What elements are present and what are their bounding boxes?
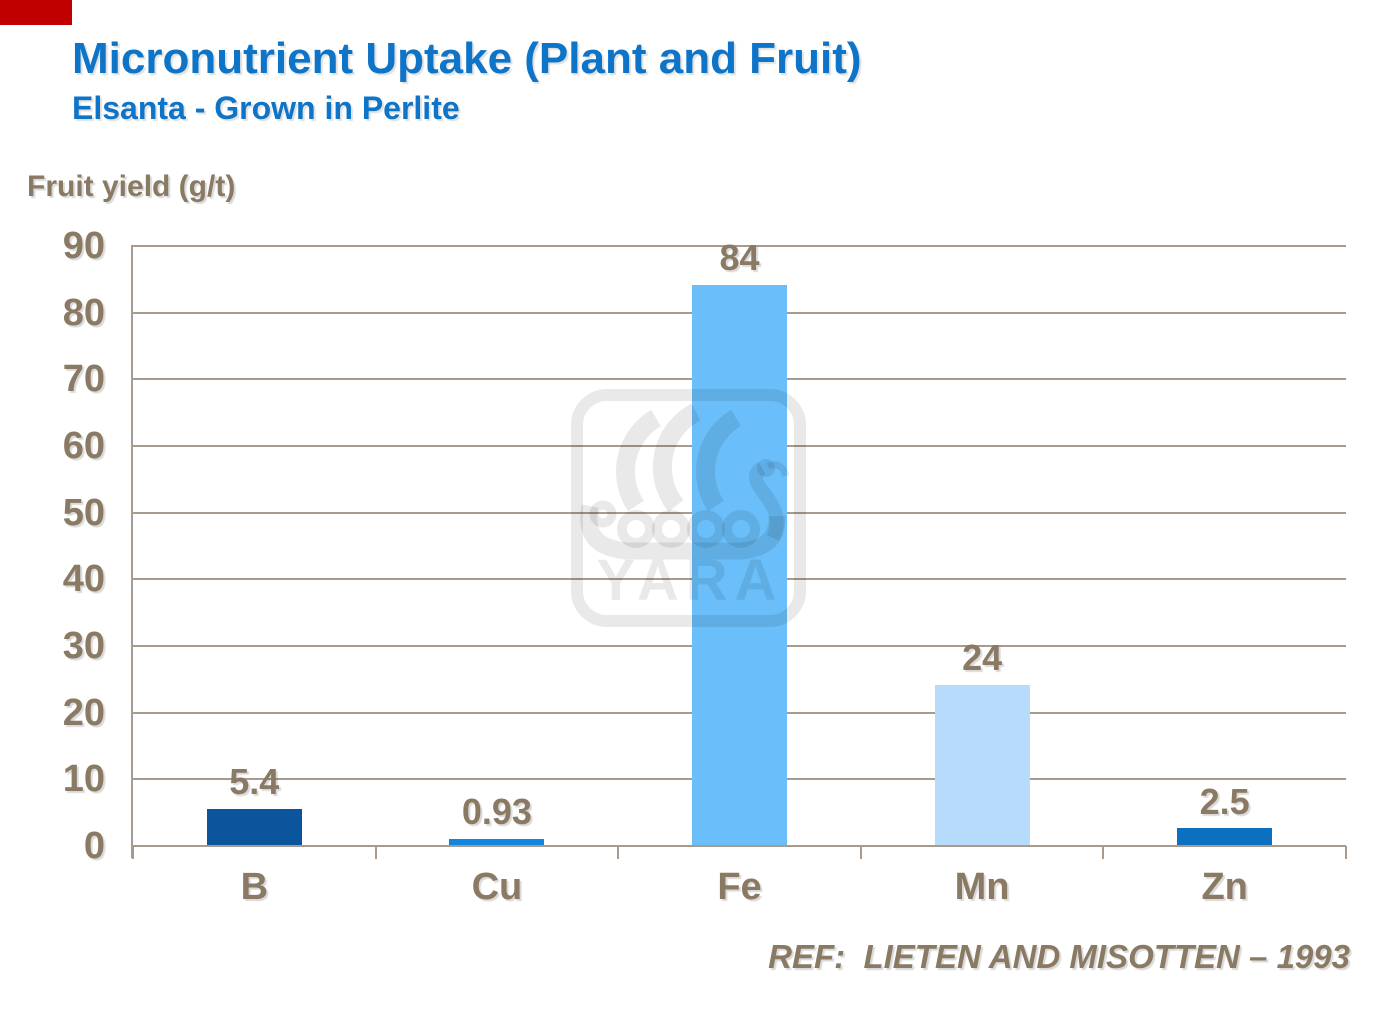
bar-value-label: 0.93 xyxy=(461,791,532,833)
x-axis-tick xyxy=(859,846,862,859)
category-label: Fe xyxy=(717,866,762,908)
y-tick-label: 0 xyxy=(83,825,105,867)
y-tick-label: 30 xyxy=(62,625,105,667)
gridline xyxy=(133,245,1346,247)
category-label: Zn xyxy=(1201,866,1248,908)
y-tick-label: 80 xyxy=(62,291,105,334)
sail-icon xyxy=(652,403,701,512)
y-tick-label: 90 xyxy=(62,225,105,267)
y-tick-label: 20 xyxy=(62,691,105,734)
bar-Fe xyxy=(692,285,787,845)
chart-subtitle: Elsanta - Grown in Perlite xyxy=(72,90,460,126)
y-tick-label: 60 xyxy=(62,425,105,467)
plot-area: YARA 0 10 20 30 40 50 60 70 80 90 5.4 B 0.93 Cu 84 Fe 24… xyxy=(63,225,1347,908)
shield-circle xyxy=(617,510,655,548)
x-axis-tick xyxy=(1102,846,1105,859)
sail-icon xyxy=(615,409,662,512)
y-tick-label: 70 xyxy=(62,358,105,401)
bar-Zn xyxy=(1177,828,1273,845)
y-tick-label: 10 xyxy=(62,758,105,801)
y-tick-label: 50 xyxy=(62,491,105,534)
shield-circle xyxy=(652,510,690,548)
x-axis-tick xyxy=(617,846,620,859)
reference-note: REF: LIETEN AND MISOTTEN – 1993 xyxy=(768,938,1350,975)
bar-value-label: 5.4 xyxy=(229,761,280,803)
bar-value-label: 84 xyxy=(719,237,760,279)
gridline xyxy=(133,845,1346,847)
bar-Cu xyxy=(449,838,545,845)
chart-title: Micronutrient Uptake (Plant and Fruit) xyxy=(72,34,862,83)
category-label: Cu xyxy=(471,866,523,908)
y-axis-line xyxy=(131,245,133,858)
y-axis-title: Fruit yield (g/t) xyxy=(27,170,236,203)
x-axis-tick xyxy=(132,846,134,859)
category-label: B xyxy=(240,866,269,908)
x-axis-tick xyxy=(1345,846,1347,859)
bar-Mn xyxy=(934,685,1030,845)
y-tick-label: 40 xyxy=(62,558,105,601)
bar-value-label: 24 xyxy=(962,637,1003,679)
bar-B xyxy=(206,809,302,845)
prow-curl xyxy=(589,500,617,528)
x-axis-tick xyxy=(374,846,377,859)
red-corner-mark xyxy=(0,0,72,25)
bar-value-label: 2.5 xyxy=(1199,780,1250,822)
category-label: Mn xyxy=(954,866,1010,908)
